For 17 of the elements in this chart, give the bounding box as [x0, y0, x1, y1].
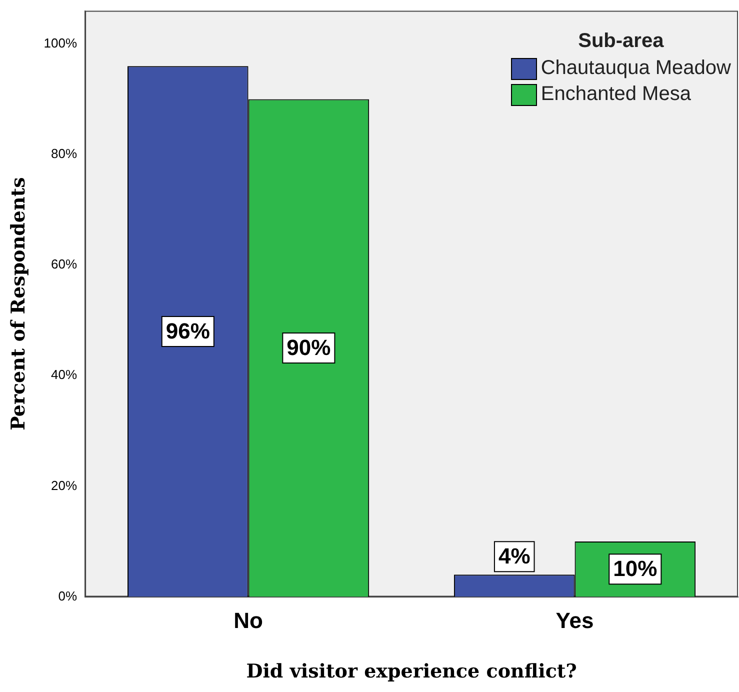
y-tick-label: 0%: [58, 588, 78, 604]
data-label: 10%: [613, 556, 658, 582]
x-tick-label: Yes: [556, 608, 594, 634]
legend-title: Sub-area: [577, 30, 665, 53]
data-label: 96%: [166, 318, 210, 344]
y-tick-label: 80%: [51, 146, 78, 162]
legend-label: Chautauqua Meadow: [540, 57, 731, 80]
legend-label: Enchanted Mesa: [540, 83, 691, 106]
data-label: 90%: [286, 335, 331, 360]
y-axis-title: Percent of Respondents: [7, 177, 30, 430]
x-axis-title: Did visitor experience conflict?: [246, 660, 577, 683]
y-tick-label: 100%: [44, 36, 78, 51]
x-tick-label: No: [234, 608, 263, 634]
y-tick-label: 40%: [51, 367, 78, 382]
y-tick-label: 20%: [51, 478, 78, 493]
data-label: 4%: [498, 544, 530, 569]
y-tick-label: 60%: [51, 256, 78, 272]
